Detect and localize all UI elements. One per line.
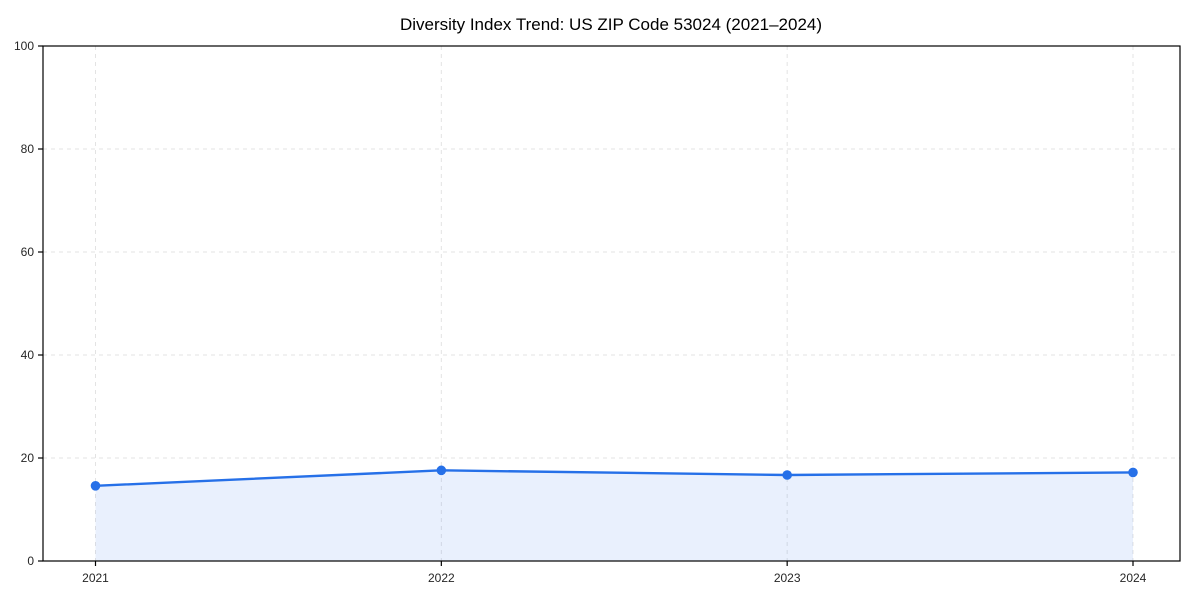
data-points-layer — [90, 465, 1138, 491]
area-fill — [95, 470, 1133, 561]
x-tick-label-2023: 2023 — [774, 571, 801, 585]
y-tick-label-40: 40 — [21, 348, 35, 362]
x-tick-label-2022: 2022 — [428, 571, 455, 585]
trend-line — [94, 469, 1135, 488]
plot-area — [43, 46, 1180, 561]
y-tick-label-60: 60 — [21, 245, 35, 259]
data-point-2023 — [782, 470, 792, 480]
plot-frame — [42, 45, 1181, 562]
plot-background — [43, 46, 1180, 561]
data-point-2024 — [1128, 467, 1138, 478]
trend-line-layer — [94, 469, 1135, 488]
chart-title: Diversity Index Trend: US ZIP Code 53024… — [400, 15, 822, 34]
data-point-2021 — [90, 481, 101, 491]
axes-frame — [42, 45, 1181, 562]
y-tick-label-20: 20 — [21, 451, 35, 465]
grid-lines — [43, 46, 1180, 561]
tick-labels: 0 20 40 60 80 100 2021 2022 2023 2024 — [14, 39, 1147, 585]
x-tick-label-2024: 2024 — [1120, 571, 1147, 585]
y-tick-label-100: 100 — [14, 39, 34, 53]
y-tick-label-80: 80 — [21, 142, 35, 156]
x-tick-label-2021: 2021 — [82, 571, 109, 585]
data-point-2022 — [436, 465, 447, 476]
area-fill-layer — [95, 470, 1133, 561]
y-tick-label-0: 0 — [27, 554, 34, 568]
tick-marks — [38, 45, 1134, 566]
